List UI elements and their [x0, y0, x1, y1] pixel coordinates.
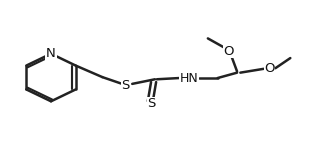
- Text: HN: HN: [180, 72, 199, 84]
- Text: O: O: [224, 45, 234, 58]
- Text: N: N: [46, 47, 56, 60]
- Text: S: S: [122, 79, 130, 92]
- Text: O: O: [264, 62, 275, 75]
- Text: S: S: [148, 97, 156, 110]
